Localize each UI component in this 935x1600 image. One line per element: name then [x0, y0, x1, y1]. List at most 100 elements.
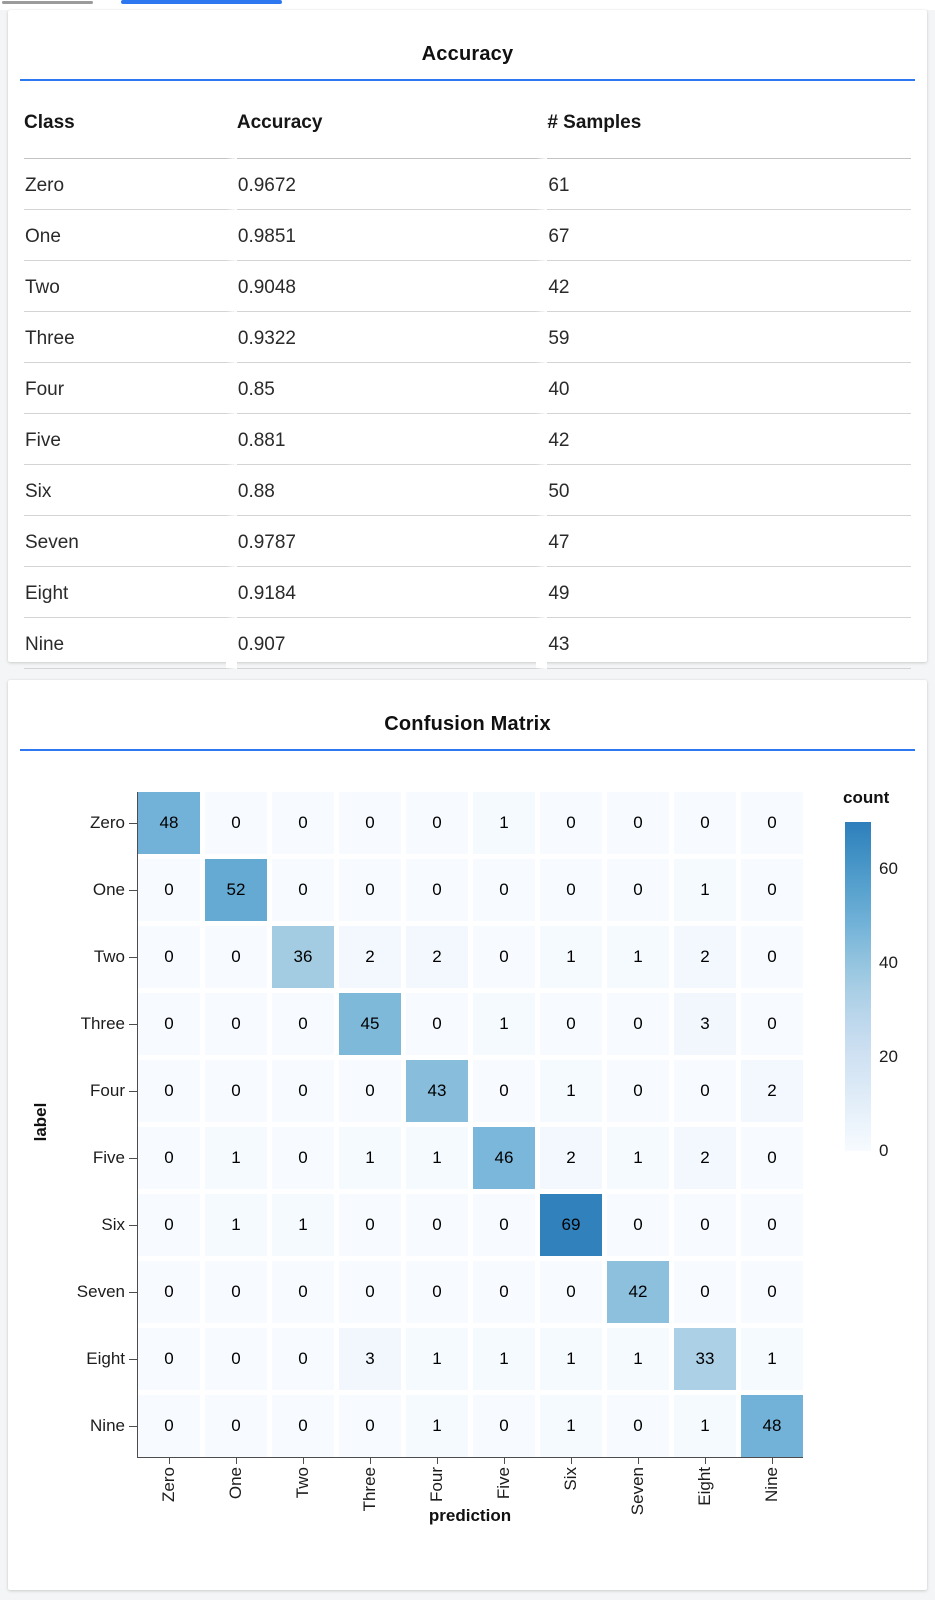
y-axis-tick: [129, 890, 137, 891]
matrix-cell: 0: [138, 859, 200, 921]
matrix-cell: 2: [406, 926, 468, 988]
cell-samples: 42: [547, 261, 911, 312]
matrix-cell: 1: [406, 1127, 468, 1189]
cell-accuracy: 0.9184: [236, 567, 548, 618]
matrix-cell: 0: [540, 859, 602, 921]
y-axis-tick-label: One: [92, 880, 125, 899]
x-axis-tick: [303, 1458, 304, 1464]
cell-class: Eight: [24, 567, 237, 618]
cell-samples: 47: [547, 516, 911, 567]
cell-class: Seven: [24, 516, 237, 567]
matrix-cell: 0: [741, 926, 803, 988]
matrix-cell: 0: [272, 792, 334, 854]
table-row: Six 0.88 50: [24, 465, 911, 516]
matrix-cell: 1: [540, 926, 602, 988]
matrix-cell: 0: [406, 993, 468, 1055]
matrix-cell: 2: [674, 926, 736, 988]
matrix-cell: 0: [138, 993, 200, 1055]
matrix-cell: 0: [540, 1261, 602, 1323]
matrix-cell: 2: [741, 1060, 803, 1122]
tab-indicator-active[interactable]: [121, 0, 282, 4]
cell-samples: 40: [547, 363, 911, 414]
table-row: Seven 0.9787 47: [24, 516, 911, 567]
matrix-cell: 1: [473, 792, 535, 854]
matrix-cell: 46: [473, 1127, 535, 1189]
legend-tick-label: 20: [879, 1047, 898, 1066]
matrix-cell: 1: [674, 1395, 736, 1457]
cell-class: Three: [24, 312, 237, 363]
matrix-cell: 0: [205, 993, 267, 1055]
x-axis-tick-label: Five: [494, 1467, 513, 1500]
y-axis-tick: [129, 1225, 137, 1226]
matrix-cell: 0: [339, 1261, 401, 1323]
cell-accuracy: 0.9851: [236, 210, 548, 261]
cell-accuracy: 0.881: [236, 414, 548, 465]
legend-title: count: [843, 788, 890, 807]
confusion-title-underline: [20, 749, 915, 751]
matrix-cell: 0: [473, 1060, 535, 1122]
y-axis-tick-label: Nine: [90, 1416, 125, 1435]
table-row: Five 0.881 42: [24, 414, 911, 465]
matrix-cell: 0: [741, 792, 803, 854]
cell-class: Nine: [24, 618, 237, 669]
cell-samples: 67: [547, 210, 911, 261]
matrix-cell: 0: [741, 993, 803, 1055]
matrix-cell: 1: [473, 993, 535, 1055]
matrix-cell: 1: [272, 1194, 334, 1256]
cell-accuracy: 0.9787: [236, 516, 548, 567]
matrix-cell: 0: [473, 1395, 535, 1457]
legend-tick-label: 40: [879, 953, 898, 972]
matrix-cell: 1: [540, 1395, 602, 1457]
matrix-cell: 1: [406, 1395, 468, 1457]
y-axis-tick-label: Seven: [76, 1282, 125, 1301]
x-axis-tick: [772, 1458, 773, 1464]
x-axis-tick-label: Nine: [762, 1467, 781, 1502]
matrix-cell: 1: [607, 1328, 669, 1390]
tab-bar: [0, 0, 935, 10]
x-axis-tick: [571, 1458, 572, 1464]
matrix-cell: 0: [473, 1194, 535, 1256]
legend-tick-label: 0: [879, 1141, 889, 1160]
y-axis-tick: [129, 823, 137, 824]
tab-indicator-inactive[interactable]: [2, 1, 93, 4]
matrix-cell: 1: [607, 1127, 669, 1189]
x-axis-tick-label: One: [226, 1467, 245, 1500]
table-row: Zero 0.9672 61: [24, 159, 911, 210]
table-row: Eight 0.9184 49: [24, 567, 911, 618]
matrix-cell: 0: [205, 1060, 267, 1122]
legend-gradient-bar: [845, 822, 871, 1151]
matrix-cell: 2: [674, 1127, 736, 1189]
matrix-cell: 1: [674, 859, 736, 921]
confusion-matrix-panel: Confusion Matrix label 48 0 0 0 0 1 0 0 0 0 0 52 0 0 0…: [8, 680, 927, 1590]
y-axis-tick: [129, 957, 137, 958]
y-axis-tick-label: Six: [101, 1215, 125, 1234]
matrix-cell: 0: [339, 1395, 401, 1457]
cell-samples: 61: [547, 159, 911, 210]
matrix-cell: 3: [339, 1328, 401, 1390]
matrix-cell: 0: [674, 1261, 736, 1323]
matrix-cell: 0: [138, 1060, 200, 1122]
cell-samples: 50: [547, 465, 911, 516]
y-axis-tick: [129, 1024, 137, 1025]
x-axis-tick: [437, 1458, 438, 1464]
matrix-cell: 0: [607, 1395, 669, 1457]
cell-accuracy: 0.85: [236, 363, 548, 414]
y-axis-tick-label: Eight: [86, 1349, 125, 1368]
matrix-cell: 0: [272, 1060, 334, 1122]
accuracy-table: Class Accuracy # Samples Zero 0.9672 61 One…: [24, 98, 911, 669]
matrix-cell: 0: [339, 1194, 401, 1256]
y-axis-tick: [129, 1158, 137, 1159]
cell-class: Six: [24, 465, 237, 516]
accuracy-panel-title: Accuracy: [421, 43, 514, 65]
x-axis-tick-label: Four: [427, 1467, 446, 1502]
matrix-cell: 0: [138, 1127, 200, 1189]
y-axis-tick-label: Five: [92, 1148, 125, 1167]
x-axis-tick-label: Six: [561, 1467, 580, 1491]
matrix-cell: 0: [205, 926, 267, 988]
matrix-cell: 69: [540, 1194, 602, 1256]
accuracy-title-underline: [20, 79, 915, 81]
matrix-cell: 1: [205, 1127, 267, 1189]
column-header-class: Class: [24, 98, 237, 159]
matrix-cell: 0: [205, 1261, 267, 1323]
